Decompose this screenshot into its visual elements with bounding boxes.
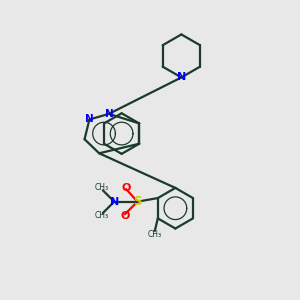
Text: N: N: [85, 115, 94, 124]
Text: CH₃: CH₃: [148, 230, 162, 239]
Text: CH₃: CH₃: [94, 212, 108, 220]
Text: N: N: [104, 109, 113, 119]
Text: N: N: [177, 72, 186, 82]
Text: CH₃: CH₃: [94, 183, 108, 192]
Text: O: O: [122, 183, 131, 193]
Text: S: S: [133, 195, 142, 208]
Text: N: N: [110, 197, 119, 207]
Text: O: O: [120, 211, 130, 221]
